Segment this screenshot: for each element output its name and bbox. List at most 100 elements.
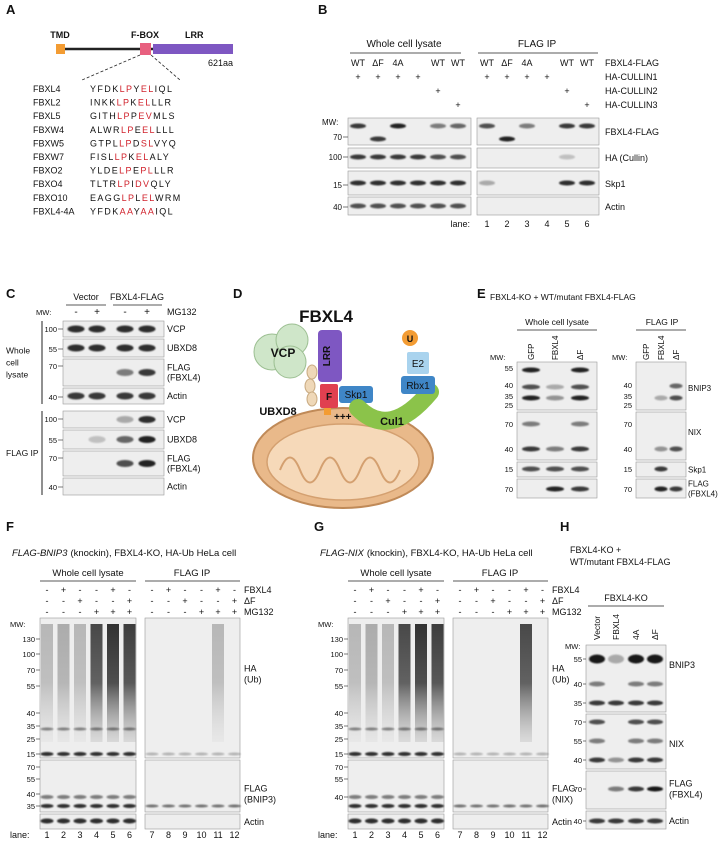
motif-sequence: TLTRLPIDVQLY [90,179,172,189]
lane-condition: + [564,86,569,96]
lane-condition: - [46,607,49,617]
lane-header: 4A [631,629,641,640]
residues: D [133,138,141,148]
band [162,752,175,756]
mw-label: MW: [318,620,333,629]
lane-number: 11 [213,830,222,840]
band [486,752,500,756]
band [654,446,668,452]
blot [62,410,165,429]
band [67,392,85,400]
condition-label: FBXL4-FLAG [605,58,659,68]
residues: L [135,193,141,203]
mw-marker: 35 [624,392,632,401]
motif-sequence: ALWRLPEELLLL [90,125,175,135]
band [116,344,134,352]
title-part: FLAG-BNIP3 [12,548,68,559]
residues: LP [120,84,134,94]
lane-number: 6 [435,830,440,840]
band [398,727,411,731]
lane-condition: + [355,72,360,82]
residues: FISL [90,152,115,162]
lane-condition: - [46,585,49,595]
band [106,804,120,808]
panel-title: WT/mutant FBXL4-FLAG [570,557,671,567]
band [559,180,575,186]
blot-label: FLAG [552,784,576,794]
lane-condition: + [544,72,549,82]
band [145,804,159,808]
band [654,486,668,492]
lane-condition: + [61,585,66,595]
band [571,384,589,390]
band [90,795,103,799]
lane-header: FBXL4 [611,614,621,640]
lane-header: Vector [592,616,602,640]
cul1-shape [349,383,439,430]
band [669,395,683,401]
residues: YLDE [90,166,119,176]
lane-condition: - [436,585,439,595]
lane-condition: + [94,607,99,617]
residues: P [131,111,138,121]
component-label: U [407,334,414,344]
rbx1-shape [401,376,435,394]
mw-marker: 40 [505,381,513,390]
band [73,752,87,756]
lane-condition: + [484,72,489,82]
mw-marker: 40 [49,483,57,492]
ubxd8-shape [306,364,318,380]
band [546,384,564,390]
band [546,395,564,401]
section-label: Whole [6,346,30,356]
condition-label: FBXL4 [244,585,272,595]
band [589,681,605,687]
group-header: FBXL4-KO [604,593,648,603]
residues: E [135,125,142,135]
lane-condition: - [370,607,373,617]
mw-marker: 25 [27,735,35,744]
ubxd8-shape [304,378,316,394]
lane-number: 2 [504,219,509,229]
lane-header: FBXL4 [657,335,666,360]
band [398,795,411,799]
blot [62,429,165,450]
residues: E [133,166,140,176]
residues: QLY [150,179,172,189]
band [450,180,466,186]
lane-condition: + [375,72,380,82]
mw-label: MW: [490,353,505,362]
band [390,123,406,129]
residues: SL [141,138,154,148]
band [138,344,156,352]
band [571,395,589,401]
band [106,727,120,731]
condition-label: MG132 [244,607,274,617]
residues: YFDK [90,206,120,216]
band [350,180,366,186]
panel-label: D [233,286,242,301]
mw-marker: 25 [335,735,343,744]
mw-marker: 70 [624,485,632,494]
lane-condition: - [46,596,49,606]
band [414,752,428,756]
lane-condition: - [128,585,131,595]
blot [476,147,600,169]
band [628,719,644,725]
lane-header: ΔF [672,350,681,360]
band [571,466,589,472]
lane-condition: + [77,596,82,606]
lane-condition: - [151,596,154,606]
lane-condition: + [490,596,495,606]
band [195,752,208,756]
band [365,818,378,824]
lane-condition: + [415,72,420,82]
diagram-title: FBXL4 [299,307,353,326]
band [430,123,446,129]
band [67,325,85,333]
blot-label: NIX [669,739,684,749]
lane-condition: 4A [392,58,403,68]
band [73,818,87,824]
band [90,752,103,756]
residues: K [130,98,137,108]
